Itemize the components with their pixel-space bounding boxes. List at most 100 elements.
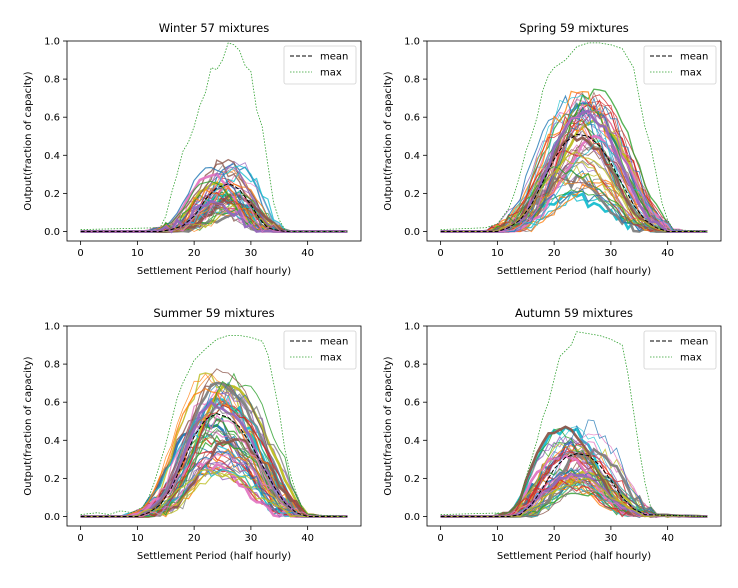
y-tick-label: 0.0 <box>404 227 420 238</box>
chart-title: Spring 59 mixtures <box>519 21 629 35</box>
mixture-line <box>80 373 348 517</box>
mixture-line <box>440 477 708 518</box>
mixture-line <box>80 451 348 518</box>
x-tick-label: 20 <box>188 533 201 544</box>
legend-label-max: max <box>680 68 702 79</box>
legend-label-max: max <box>320 353 342 364</box>
y-axis-label: Output(fraction of capacity) <box>383 356 394 495</box>
x-tick-label: 20 <box>548 248 561 259</box>
mixture-line <box>440 165 708 233</box>
plot-area <box>80 335 348 518</box>
legend-label-mean: mean <box>320 337 348 348</box>
mixture-line <box>440 165 708 233</box>
y-tick-label: 1.0 <box>404 322 420 333</box>
x-axis-label: Settlement Period (half hourly) <box>497 551 651 562</box>
y-tick-label: 0.4 <box>44 436 60 447</box>
legend: mean max <box>283 330 357 370</box>
mixture-line <box>440 491 708 518</box>
panel-4: 0 10 20 30 40 0.0 0.2 0.4 0.6 0.8 1.0 Autumn 59 mix… <box>383 306 722 562</box>
panel-2: 0 10 20 30 40 0.0 0.2 0.4 0.6 0.8 1.0 Spring 59 mix… <box>383 21 722 277</box>
x-tick-label: 30 <box>245 533 258 544</box>
x-tick-label: 30 <box>245 248 258 259</box>
x-tick-label: 20 <box>188 248 201 259</box>
legend: mean max <box>643 330 717 370</box>
mixture-line <box>440 484 708 518</box>
x-tick-label: 0 <box>77 533 83 544</box>
mixture-line <box>440 164 708 233</box>
x-tick-label: 30 <box>605 248 618 259</box>
y-tick-label: 0.4 <box>44 151 60 162</box>
legend-label-mean: mean <box>680 52 708 63</box>
y-tick-label: 0.8 <box>44 360 60 371</box>
mixture-line <box>440 116 708 232</box>
mixture-line <box>80 451 348 518</box>
plot-area <box>440 42 708 233</box>
mixture-line <box>80 453 348 518</box>
mixture-line <box>440 452 708 517</box>
y-tick-label: 0.4 <box>404 151 420 162</box>
mixture-line <box>440 107 708 232</box>
chart-title: Autumn 59 mixtures <box>515 306 633 320</box>
series-max-line <box>80 335 348 517</box>
mixture-line <box>80 438 348 518</box>
y-tick-label: 1.0 <box>404 37 420 48</box>
x-tick-label: 10 <box>491 248 504 259</box>
chart-title: Summer 59 mixtures <box>153 306 274 320</box>
x-tick-label: 10 <box>491 533 504 544</box>
x-tick-label: 10 <box>131 248 144 259</box>
mixture-line <box>440 484 708 517</box>
y-tick-label: 0.8 <box>44 75 60 86</box>
series-mean-line <box>440 133 708 232</box>
x-tick-label: 40 <box>661 248 674 259</box>
mixture-line <box>80 448 348 518</box>
chart-title: Winter 57 mixtures <box>159 21 269 35</box>
y-tick-label: 0.2 <box>404 474 420 485</box>
mixture-line <box>440 470 708 518</box>
x-tick-label: 0 <box>77 248 83 259</box>
y-tick-label: 0.6 <box>44 113 60 124</box>
y-tick-label: 0.0 <box>44 227 60 238</box>
y-tick-label: 0.8 <box>404 75 420 86</box>
mixture-line <box>80 469 348 518</box>
series-max-line <box>440 331 708 517</box>
x-tick-label: 0 <box>437 533 443 544</box>
mixture-line <box>80 462 348 518</box>
plot-area <box>440 331 708 518</box>
legend: mean max <box>643 45 717 85</box>
axes-frame <box>426 325 722 527</box>
y-tick-label: 0.6 <box>44 398 60 409</box>
mixture-line <box>80 470 348 518</box>
x-tick-label: 40 <box>301 533 314 544</box>
x-axis-label: Settlement Period (half hourly) <box>137 551 291 562</box>
axes-frame <box>66 325 362 527</box>
y-tick-label: 0.2 <box>404 189 420 200</box>
x-tick-label: 30 <box>605 533 618 544</box>
x-tick-label: 0 <box>437 248 443 259</box>
mixture-line <box>440 115 708 232</box>
mixture-line <box>440 116 708 233</box>
y-tick-label: 0.0 <box>44 512 60 523</box>
mixture-line <box>440 479 708 517</box>
mixture-line <box>80 471 348 518</box>
y-tick-label: 0.4 <box>404 436 420 447</box>
mixture-line <box>440 473 708 518</box>
axes-frame <box>66 40 362 242</box>
mixture-line <box>440 92 708 232</box>
mixture-line <box>80 373 348 517</box>
legend-label-mean: mean <box>320 52 348 63</box>
mixture-line <box>440 479 708 517</box>
series-mean-line <box>80 183 348 232</box>
x-tick-label: 20 <box>548 533 561 544</box>
mixture-line <box>440 478 708 518</box>
y-tick-label: 1.0 <box>44 322 60 333</box>
series-mean-line <box>80 413 348 517</box>
y-axis-label: Output(fraction of capacity) <box>23 356 34 495</box>
legend: mean max <box>283 45 357 85</box>
series-max-line <box>80 42 348 232</box>
mixture-line <box>80 446 348 517</box>
mixture-line <box>440 481 708 518</box>
y-tick-label: 0.6 <box>404 398 420 409</box>
y-tick-label: 0.2 <box>44 474 60 485</box>
panel-3: 0 10 20 30 40 0.0 0.2 0.4 0.6 0.8 1.0 Summer 59 mix… <box>23 306 362 562</box>
